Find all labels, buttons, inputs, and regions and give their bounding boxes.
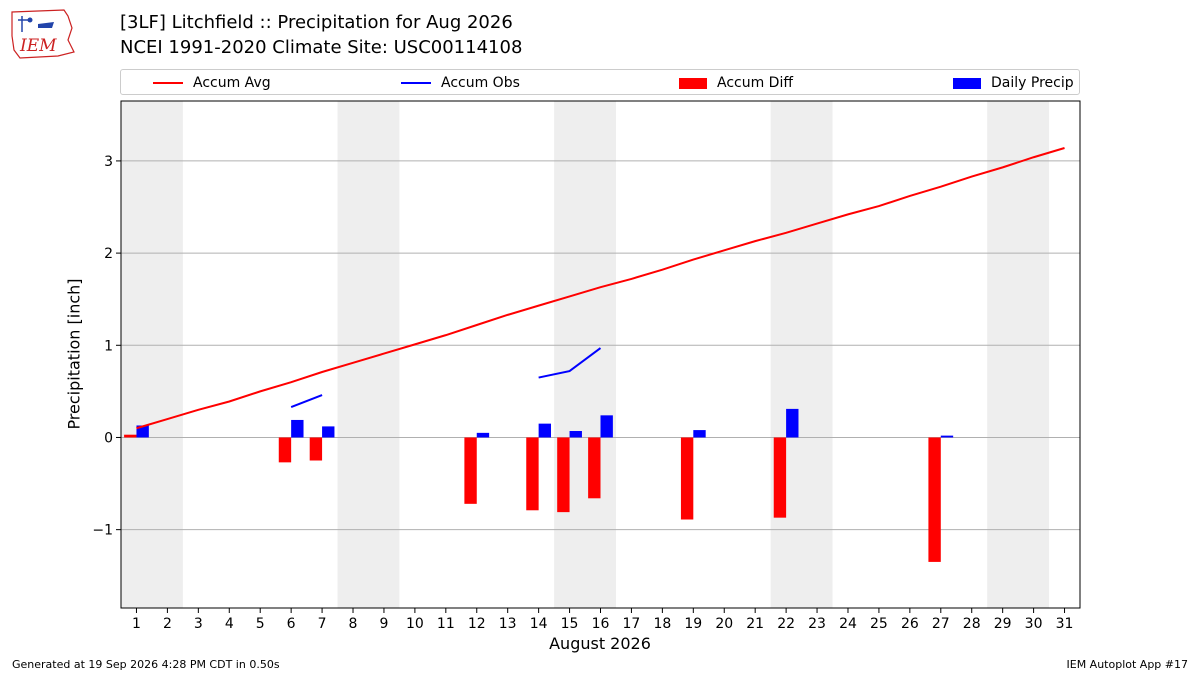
legend-patch-swatch xyxy=(679,77,707,89)
accum-diff-bar xyxy=(526,437,539,511)
weekend-shade xyxy=(337,101,400,608)
plot-frame xyxy=(120,100,1081,609)
x-tick-label: 22 xyxy=(777,616,795,632)
daily-precip-bar xyxy=(322,426,335,438)
y-tick-label: 1 xyxy=(104,338,113,354)
chart-title: [3LF] Litchfield :: Precipitation for Au… xyxy=(120,12,513,33)
daily-precip-bar xyxy=(600,415,613,438)
x-tick-label: 31 xyxy=(1056,616,1074,632)
legend-label: Accum Diff xyxy=(717,75,794,91)
chart-subtitle: NCEI 1991-2020 Climate Site: USC00114108 xyxy=(120,37,523,58)
x-tick-label: 1 xyxy=(132,616,141,632)
x-axis-label: August 2026 xyxy=(549,634,651,653)
x-tick-label: 11 xyxy=(437,616,455,632)
svg-text:IEM: IEM xyxy=(19,36,57,56)
accum-diff-bar xyxy=(464,437,477,504)
accum-obs-line xyxy=(538,347,602,379)
x-tick-label: 26 xyxy=(901,616,919,632)
autoplot-app-id: IEM Autoplot App #17 xyxy=(1066,658,1189,671)
x-tick-label: 29 xyxy=(994,616,1012,632)
daily-precip-bar xyxy=(291,419,304,438)
x-tick-label: 5 xyxy=(256,616,265,632)
accum-diff-bar xyxy=(124,434,137,438)
daily-precip-bar xyxy=(940,435,954,438)
x-tick-label: 14 xyxy=(530,616,548,632)
legend-label: Accum Obs xyxy=(441,75,520,91)
x-tick-label: 10 xyxy=(406,616,424,632)
weekend-shade xyxy=(770,101,833,608)
legend-item: Daily Precip xyxy=(953,73,1074,93)
accum-diff-bar xyxy=(309,437,323,461)
accum-avg-line xyxy=(136,147,1065,430)
accum-diff-bar xyxy=(680,437,694,520)
y-axis-label: Precipitation [inch] xyxy=(64,278,84,430)
x-tick-label: 18 xyxy=(653,616,671,632)
x-tick-label: 21 xyxy=(746,616,764,632)
daily-precip-bar xyxy=(136,425,149,438)
x-tick-label: 24 xyxy=(839,616,857,632)
x-tick-label: 3 xyxy=(194,616,203,632)
y-tick-label: 0 xyxy=(104,430,113,446)
y-tick-label: 3 xyxy=(104,154,113,170)
x-tick-label: 30 xyxy=(1025,616,1043,632)
accum-diff-bar xyxy=(278,437,292,463)
generated-timestamp: Generated at 19 Sep 2026 4:28 PM CDT in … xyxy=(12,658,280,671)
x-tick-label: 15 xyxy=(561,616,579,632)
accum-diff-bar xyxy=(928,437,941,562)
accum-diff-bar xyxy=(773,437,787,518)
x-tick-label: 19 xyxy=(684,616,702,632)
x-tick-label: 9 xyxy=(379,616,388,632)
legend-patch-swatch xyxy=(953,77,981,89)
x-tick-label: 4 xyxy=(225,616,234,632)
accum-diff-bar xyxy=(588,437,601,499)
y-tick-label: 2 xyxy=(104,246,113,262)
legend-label: Daily Precip xyxy=(991,75,1074,91)
accum-obs-line xyxy=(290,394,323,408)
x-tick-label: 2 xyxy=(163,616,172,632)
weekend-shade xyxy=(554,101,616,608)
legend-item: Accum Avg xyxy=(153,73,271,93)
legend-item: Accum Diff xyxy=(679,73,793,93)
legend: Accum Avg Accum Obs Accum Diff Daily Precip xyxy=(120,69,1080,95)
daily-precip-bar xyxy=(786,408,799,438)
daily-precip-bar xyxy=(538,423,552,438)
daily-precip-bar xyxy=(693,430,706,438)
x-tick-label: 7 xyxy=(318,616,327,632)
weekend-shade xyxy=(121,101,183,608)
x-tick-label: 27 xyxy=(932,616,950,632)
x-tick-label: 17 xyxy=(623,616,641,632)
x-tick-label: 28 xyxy=(963,616,981,632)
daily-precip-bar xyxy=(569,431,582,438)
x-tick-label: 25 xyxy=(870,616,888,632)
weekend-shade xyxy=(987,101,1050,608)
x-tick-label: 12 xyxy=(468,616,486,632)
legend-line-swatch xyxy=(401,82,431,84)
iem-logo: IEM xyxy=(11,9,75,59)
x-tick-label: 23 xyxy=(808,616,826,632)
accum-diff-bar xyxy=(557,437,570,513)
legend-line-swatch xyxy=(153,82,183,84)
x-tick-label: 16 xyxy=(592,616,610,632)
x-tick-label: 13 xyxy=(499,616,517,632)
x-tick-label: 6 xyxy=(287,616,296,632)
y-tick-label: −1 xyxy=(92,523,113,539)
legend-label: Accum Avg xyxy=(193,75,271,91)
x-tick-label: 20 xyxy=(715,616,733,632)
daily-precip-bar xyxy=(476,432,490,438)
x-tick-label: 8 xyxy=(349,616,358,632)
legend-item: Accum Obs xyxy=(401,73,520,93)
